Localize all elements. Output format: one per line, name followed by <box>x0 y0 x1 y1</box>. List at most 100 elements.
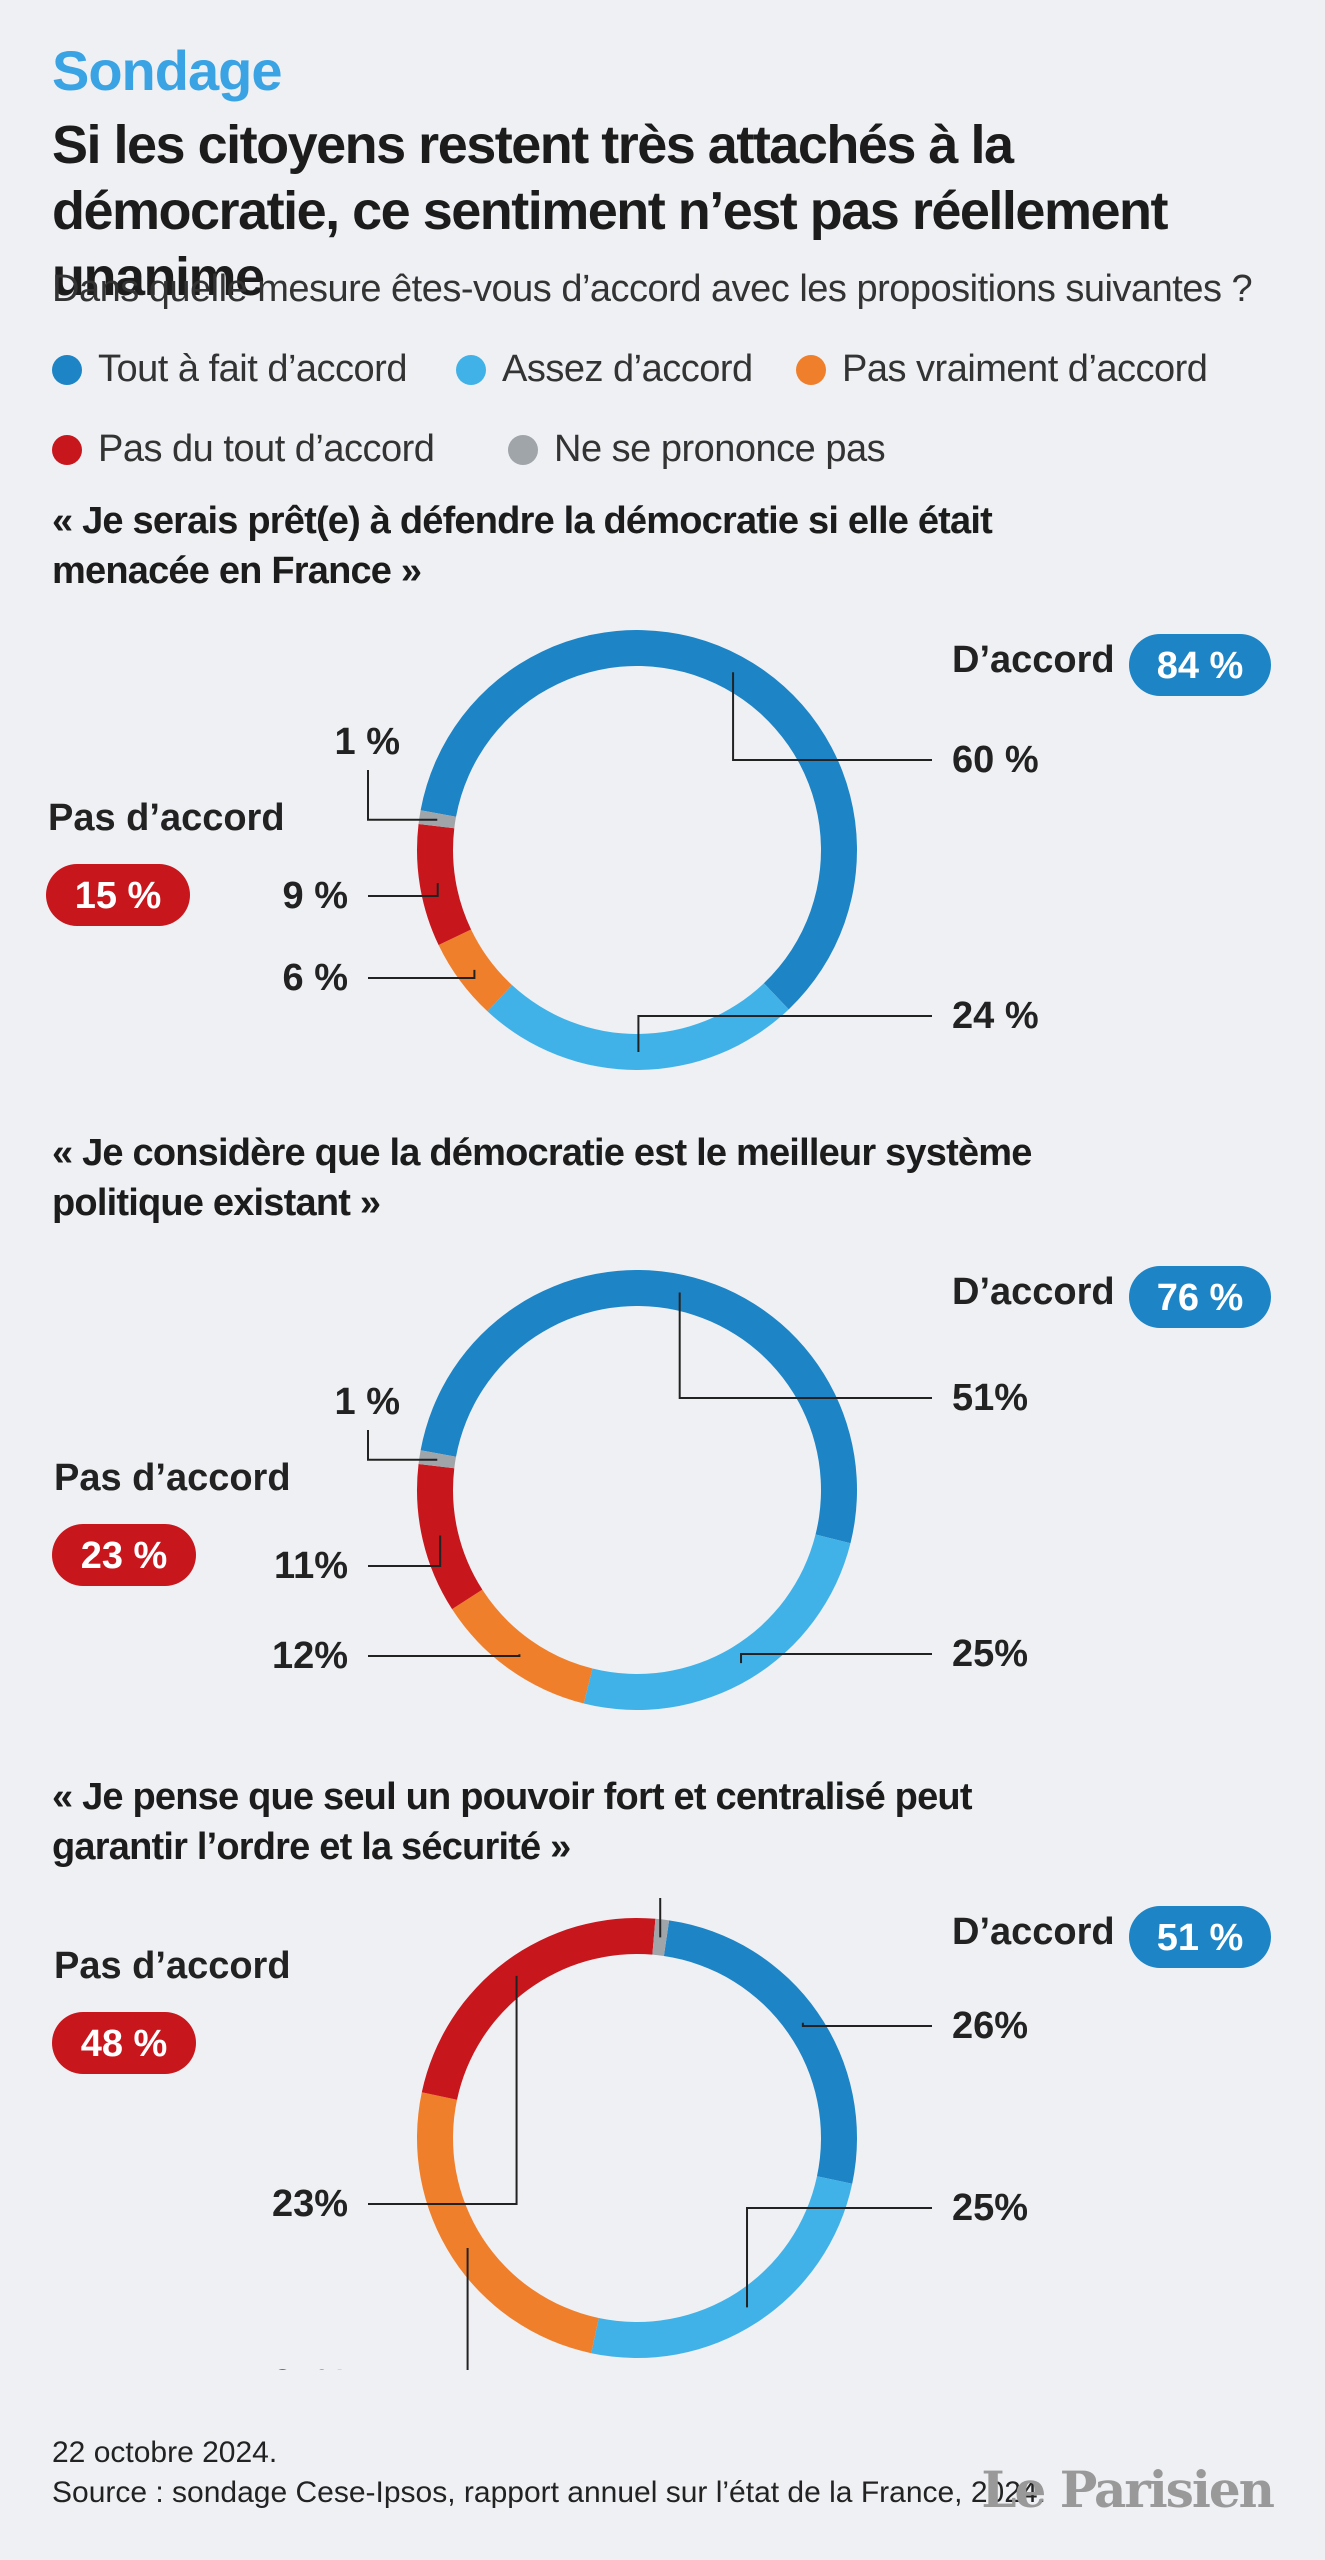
agree-badge: 76 % <box>1129 1266 1271 1328</box>
leader-line <box>746 2207 932 2308</box>
legend-item-pas-vraiment: Pas vraiment d’accord <box>796 348 1208 391</box>
page-title: Si les citoyens restent très attachés à … <box>52 115 1168 307</box>
value-text: 11% <box>274 1545 348 1587</box>
disagree-label: Pas d’accord <box>48 797 285 839</box>
footer-date: 22 octobre 2024. <box>52 2436 278 2469</box>
legend-swatch-icon <box>52 434 82 465</box>
value-label-pas-du-tout: 9 % <box>283 875 439 917</box>
legend-item-assez: Assez d’accord <box>456 348 753 391</box>
leader-line <box>368 969 476 979</box>
legend-item-nsp: Ne se prononce pas <box>508 428 886 471</box>
question-3: « Je pense que seul un pouvoir fort et c… <box>52 1776 973 1868</box>
leader-line <box>368 1975 518 2205</box>
donut-chart-2: 51% 25% 12% 11% 1 % D’accord 76 % Pas d’accord 2… <box>52 1266 1271 1710</box>
value-text: 24 % <box>952 995 1039 1037</box>
leader-line <box>678 1292 932 1399</box>
value-text: 51% <box>952 1377 1028 1419</box>
leader-line <box>367 770 438 821</box>
legend-label: Ne se prononce pas <box>554 428 886 470</box>
leader-line <box>368 882 439 897</box>
legend-label: Assez d’accord <box>502 348 753 390</box>
slice-tout-a-fait <box>420 630 857 1010</box>
value-text: 25% <box>272 2363 348 2370</box>
value-text: 25% <box>952 2187 1028 2229</box>
value-text: 1 % <box>335 721 400 763</box>
value-text: 9 % <box>283 875 348 917</box>
value-label-pas-vraiment: 6 % <box>283 957 476 999</box>
value-label-nsp: 1 % <box>335 1381 438 1461</box>
value-label-tout-a-fait: 26% <box>801 2005 1028 2047</box>
slice-pas-du-tout <box>417 1463 483 1610</box>
value-text: 23% <box>272 2183 348 2225</box>
legend-swatch-icon <box>796 354 826 385</box>
leader-line <box>740 1653 932 1664</box>
leader-line <box>466 2248 469 2370</box>
slice-assez <box>487 983 789 1070</box>
disagree-badge-text: 15 % <box>75 875 162 917</box>
value-label-pas-du-tout: 23% <box>272 1975 518 2225</box>
disagree-badge-bg <box>52 2012 196 2074</box>
slice-assez <box>583 1534 851 1710</box>
disagree-badge-text: 48 % <box>81 2023 168 2065</box>
brand-logo: Le Parisien <box>981 2460 1275 2519</box>
slice-assez <box>591 2176 853 2358</box>
disagree-badge: 15 % <box>46 864 190 926</box>
agree-label: D’accord <box>952 639 1115 681</box>
value-label-pas-vraiment: 12% <box>272 1635 521 1677</box>
slice-tout-a-fait <box>663 1920 857 2184</box>
leader-line <box>637 1015 932 1052</box>
legend-swatch-icon <box>456 354 486 385</box>
slice-pas-vraiment <box>416 2092 599 2354</box>
value-text: 26% <box>952 2005 1028 2047</box>
value-label-nsp: 1 % <box>335 721 438 821</box>
agree-badge: 51 % <box>1129 1906 1271 1968</box>
footer: 22 octobre 2024. Source : sondage Cese-I… <box>52 2433 1046 2513</box>
slice-pas-vraiment <box>452 1589 593 1704</box>
agree-badge-text: 76 % <box>1157 1277 1244 1319</box>
slice-nsp <box>418 810 457 829</box>
kicker: Sondage <box>52 39 282 102</box>
disagree-badge-bg <box>52 1524 196 1586</box>
disagree-badge-text: 23 % <box>81 1535 168 1577</box>
value-label-tout-a-fait: 60 % <box>732 672 1039 781</box>
slice-nsp <box>652 1918 670 1956</box>
leader-line <box>367 1430 438 1461</box>
value-label-pas-vraiment: 25% <box>272 2248 469 2370</box>
leader-line <box>368 1535 442 1567</box>
value-label-assez: 25% <box>746 2187 1028 2308</box>
leader-line <box>659 1898 662 1938</box>
legend-label: Pas vraiment d’accord <box>842 348 1208 390</box>
legend-swatch-icon <box>508 434 538 465</box>
value-label-assez: 24 % <box>637 995 1039 1052</box>
subtitle: Dans quelle mesure êtes-vous d’accord av… <box>52 268 1253 310</box>
disagree-badge: 23 % <box>52 1524 196 1586</box>
footer-source: Source : sondage Cese-Ipsos, rapport ann… <box>52 2476 1046 2509</box>
value-text: 60 % <box>952 739 1039 781</box>
agree-label: D’accord <box>952 1271 1115 1313</box>
leader-line <box>368 1654 521 1657</box>
legend-swatch-icon <box>52 354 82 385</box>
slice-nsp <box>418 1450 457 1469</box>
agree-badge-text: 84 % <box>1157 645 1244 687</box>
agree-badge-bg <box>1129 1906 1271 1968</box>
agree-label: D’accord <box>952 1911 1115 1953</box>
slice-tout-a-fait <box>420 1269 858 1544</box>
question-2: « Je considère que la démocratie est le … <box>52 1132 1032 1224</box>
donut-chart-1: 60 % 24 % 6 % 9 % 1 % D’accord 84 % Pas d’accor… <box>46 630 1271 1070</box>
question-1: « Je serais prêt(e) à défendre la démocr… <box>52 500 993 592</box>
value-label-nsp: 1 % <box>659 1898 662 1938</box>
legend-item-pas-du-tout: Pas du tout d’accord <box>52 428 435 471</box>
value-label-assez: 25% <box>740 1633 1028 1675</box>
slice-pas-du-tout <box>417 823 472 946</box>
legend-label: Pas du tout d’accord <box>98 428 435 470</box>
leader-line <box>801 2022 932 2027</box>
agree-badge-text: 51 % <box>1157 1917 1244 1959</box>
legend-label: Tout à fait d’accord <box>98 348 407 390</box>
disagree-label: Pas d’accord <box>54 1945 291 1987</box>
donut-chart-3: 26% 25% 25% 23% 1 % D’accord 51 % Pas d’accord 4… <box>52 1898 1271 2370</box>
value-text: 12% <box>272 1635 348 1677</box>
leader-line <box>732 672 932 761</box>
disagree-label: Pas d’accord <box>54 1457 291 1499</box>
agree-badge-bg <box>1129 634 1271 696</box>
disagree-badge: 48 % <box>52 2012 196 2074</box>
